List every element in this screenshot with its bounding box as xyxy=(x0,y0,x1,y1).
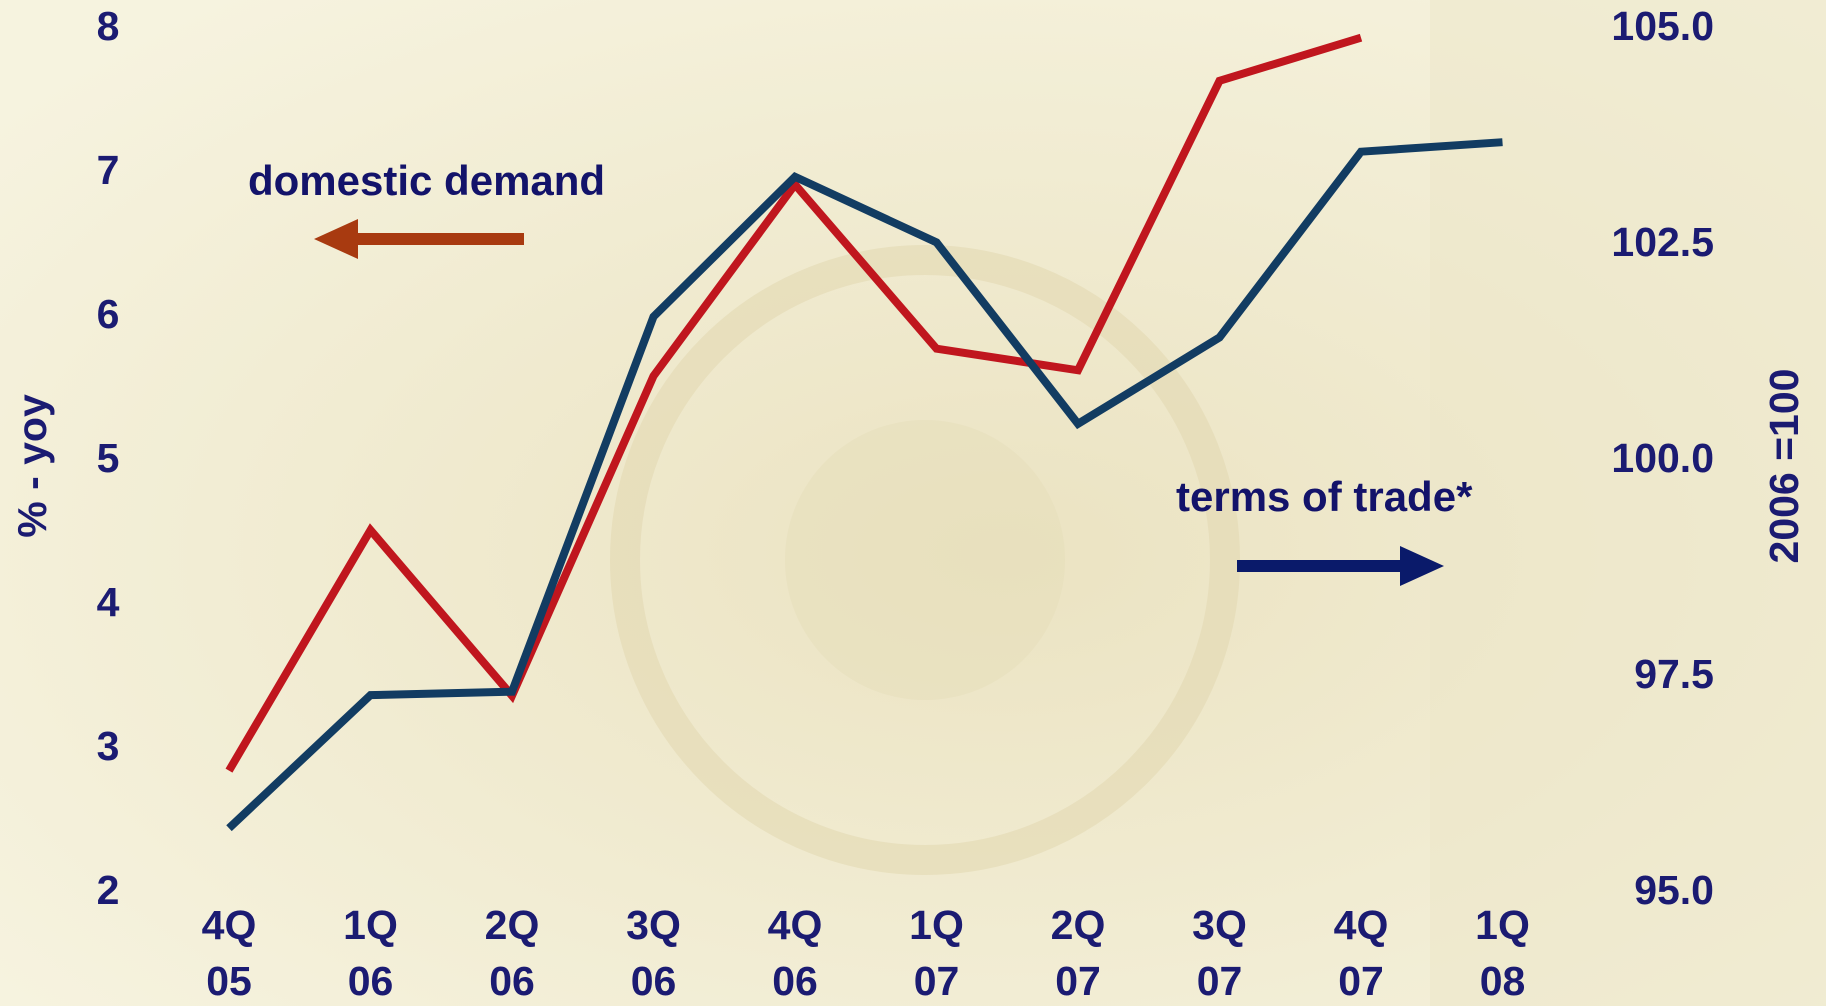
y2-tick-label: 95.0 xyxy=(1634,867,1714,913)
y-tick-label: 5 xyxy=(97,435,120,481)
x-tick-label: 06 xyxy=(348,958,394,1004)
y-tick-label: 8 xyxy=(97,3,120,49)
x-tick-label: 07 xyxy=(1055,958,1101,1004)
annotation: terms of trade* xyxy=(1176,473,1473,520)
x-tick-label: 06 xyxy=(631,958,677,1004)
x-tick-label: 4Q xyxy=(768,902,823,948)
annotation: domestic demand xyxy=(248,157,605,204)
x-tick-label: 2Q xyxy=(1051,902,1106,948)
y2-tick-label: 102.5 xyxy=(1611,219,1714,265)
x-tick-label: 4Q xyxy=(202,902,257,948)
y-axis-label: % - yoy xyxy=(9,394,55,538)
x-tick-label: 4Q xyxy=(1334,902,1389,948)
y2-tick-label: 105.0 xyxy=(1611,3,1714,49)
y-tick-label: 4 xyxy=(97,579,120,625)
x-tick-label: 07 xyxy=(1338,958,1384,1004)
y2-axis-label: 2006 =100 xyxy=(1761,369,1807,564)
decoration xyxy=(785,420,1065,700)
y-tick-label: 7 xyxy=(97,147,120,193)
x-tick-label: 07 xyxy=(914,958,960,1004)
x-tick-label: 07 xyxy=(1197,958,1243,1004)
x-tick-label: 1Q xyxy=(343,902,398,948)
y2-tick-label: 97.5 xyxy=(1634,651,1714,697)
x-tick-label: 3Q xyxy=(626,902,681,948)
x-tick-label: 06 xyxy=(772,958,818,1004)
y-tick-label: 3 xyxy=(97,723,120,769)
x-tick-label: 1Q xyxy=(909,902,964,948)
y-tick-label: 2 xyxy=(97,867,120,913)
x-tick-label: 1Q xyxy=(1475,902,1530,948)
x-tick-label: 08 xyxy=(1480,958,1526,1004)
x-tick-label: 3Q xyxy=(1192,902,1247,948)
x-tick-label: 2Q xyxy=(485,902,540,948)
y2-tick-label: 100.0 xyxy=(1611,435,1714,481)
chart: domestic demand terms of trade* % - yoy … xyxy=(0,0,1826,1006)
x-tick-label: 06 xyxy=(489,958,535,1004)
y-tick-label: 6 xyxy=(97,291,120,337)
x-tick-label: 05 xyxy=(206,958,252,1004)
